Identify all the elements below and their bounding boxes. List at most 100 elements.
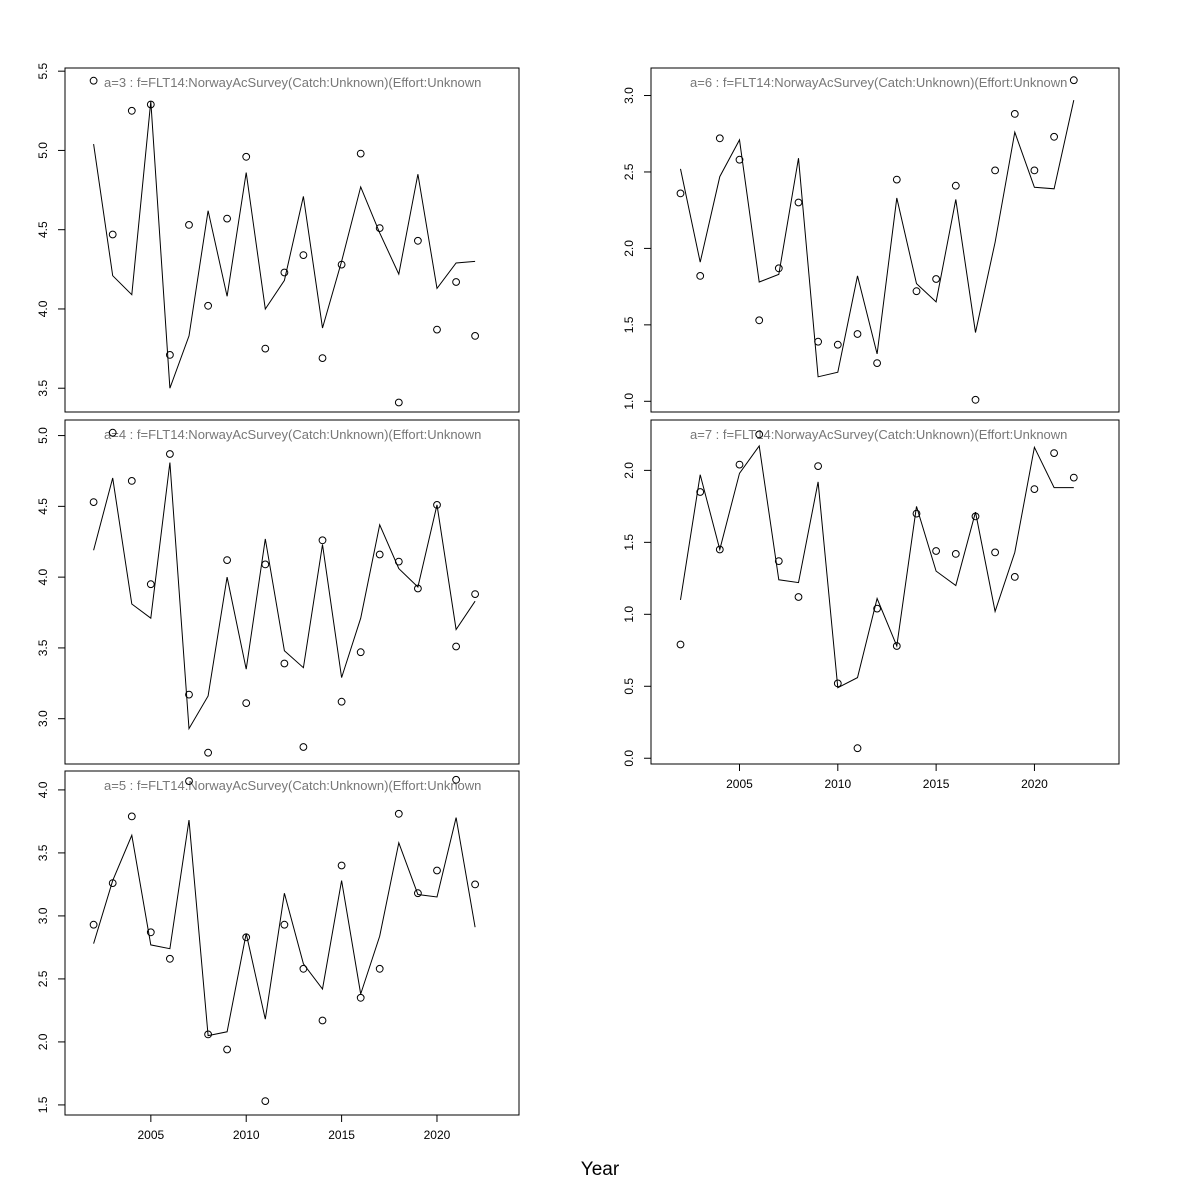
y-tick-label: 3.5	[36, 844, 50, 861]
observed-point	[242, 152, 251, 161]
observed-point	[735, 460, 744, 469]
observed-point	[1010, 110, 1019, 118]
observed-point	[166, 954, 174, 963]
observed-point	[356, 993, 365, 1002]
fitted-line	[680, 99, 1075, 378]
x-tick-label: 2010	[824, 777, 851, 791]
x-tick-label: 2020	[1021, 777, 1048, 791]
observed-point	[892, 175, 901, 184]
y-tick-label: 5.0	[36, 142, 50, 159]
y-tick-label: 3.0	[36, 710, 50, 727]
observed-point	[318, 1016, 327, 1025]
observed-point	[1030, 485, 1039, 494]
fitted-line	[93, 817, 476, 1037]
observed-point	[1050, 449, 1058, 458]
observed-point	[394, 809, 403, 818]
observed-point	[452, 642, 461, 651]
observed-point	[185, 221, 193, 229]
observed-point	[337, 861, 346, 870]
observed-point	[715, 134, 724, 143]
x-tick-label: 2015	[328, 1128, 355, 1142]
observed-point	[261, 560, 270, 569]
y-tick-label: 3.0	[36, 907, 50, 924]
y-tick-label: 5.5	[36, 63, 50, 80]
observed-point	[1069, 76, 1078, 85]
y-tick-label: 1.5	[36, 1096, 50, 1113]
observed-point	[414, 236, 422, 245]
y-tick-label: 2.5	[36, 970, 50, 987]
observed-point	[261, 1097, 270, 1105]
y-tick-label: 0.5	[622, 678, 636, 695]
observed-point	[375, 224, 384, 233]
observed-point	[794, 198, 803, 207]
y-tick-label: 3.0	[622, 87, 636, 104]
y-tick-label: 2.0	[622, 240, 636, 257]
observed-point	[433, 325, 441, 334]
y-tick-label: 2.0	[622, 462, 636, 479]
panel-4: a=6 : f=FLT14:NorwayAcSurvey(Catch:Unkno…	[622, 67, 1120, 413]
observed-point	[991, 166, 999, 175]
panel-title: a=5 : f=FLT14:NorwayAcSurvey(Catch:Unkno…	[104, 778, 481, 793]
fitted-line	[680, 444, 1074, 689]
observed-point	[932, 275, 940, 283]
observed-point	[814, 337, 822, 346]
observed-point	[873, 604, 881, 613]
observed-point	[433, 501, 441, 509]
observed-point	[414, 889, 422, 898]
observed-point	[337, 697, 346, 706]
panel-1: a=3 : f=FLT14:NorwayAcSurvey(Catch:Unkno…	[36, 63, 520, 413]
panel-3: a=5 : f=FLT14:NorwayAcSurvey(Catch:Unkno…	[36, 770, 520, 1142]
observed-point	[375, 550, 384, 559]
observed-point	[1030, 166, 1039, 175]
observed-point	[356, 648, 365, 657]
y-tick-label: 1.5	[622, 534, 636, 551]
observed-point	[794, 593, 803, 601]
observed-point	[991, 548, 999, 557]
observed-point	[280, 920, 289, 929]
y-tick-label: 4.0	[36, 568, 50, 585]
observed-point	[814, 462, 822, 471]
observed-point	[127, 106, 136, 115]
panel-frame	[64, 67, 520, 413]
observed-point	[755, 430, 764, 439]
observed-point	[471, 880, 480, 889]
observed-point	[696, 488, 705, 496]
observed-point	[89, 76, 98, 85]
panel-2: a=4 : f=FLT14:NorwayAcSurvey(Catch:Unkno…	[36, 419, 520, 765]
observed-point	[146, 580, 155, 589]
y-tick-label: 4.5	[36, 498, 50, 515]
observed-point	[318, 536, 327, 545]
observed-point	[299, 251, 308, 260]
panel-frame	[650, 67, 1120, 413]
y-tick-label: 2.5	[622, 163, 636, 180]
observed-point	[108, 428, 117, 437]
panel-frame	[64, 770, 520, 1116]
observed-point	[166, 450, 174, 458]
observed-point	[1069, 473, 1078, 482]
observed-point	[223, 1045, 232, 1054]
y-tick-label: 3.5	[36, 380, 50, 397]
observed-point	[932, 547, 940, 555]
observed-point	[696, 272, 705, 280]
observed-point	[204, 301, 213, 310]
y-tick-label: 1.0	[622, 393, 636, 410]
observed-point	[853, 330, 862, 338]
observed-point	[223, 556, 232, 564]
observed-point	[774, 264, 783, 273]
observed-point	[452, 278, 461, 286]
observed-point	[676, 189, 685, 198]
observed-point	[715, 545, 724, 554]
observed-point	[951, 181, 960, 190]
observed-point	[89, 920, 98, 929]
observed-point	[873, 359, 881, 368]
observed-point	[1010, 573, 1019, 581]
x-axis-title: Year	[580, 1159, 620, 1180]
observed-point	[774, 557, 783, 565]
observed-point	[242, 699, 251, 707]
observed-point	[1050, 132, 1058, 141]
observed-point	[89, 498, 98, 507]
observed-point	[912, 287, 921, 296]
observed-point	[971, 395, 980, 404]
observed-point	[185, 690, 193, 699]
